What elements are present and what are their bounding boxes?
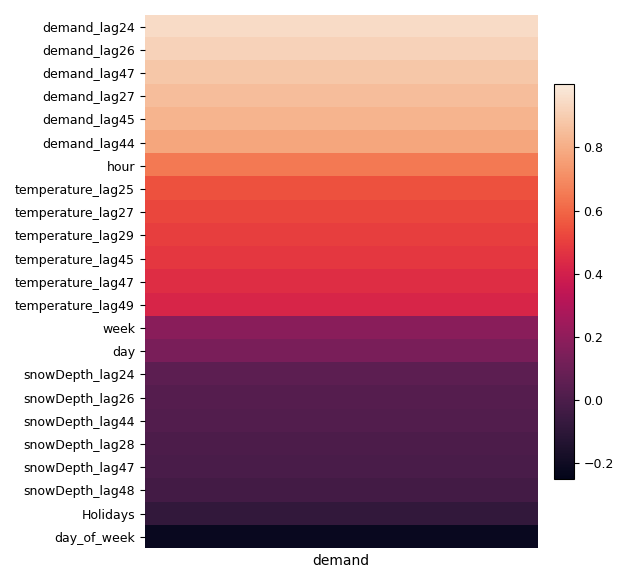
X-axis label: demand: demand — [312, 554, 369, 568]
